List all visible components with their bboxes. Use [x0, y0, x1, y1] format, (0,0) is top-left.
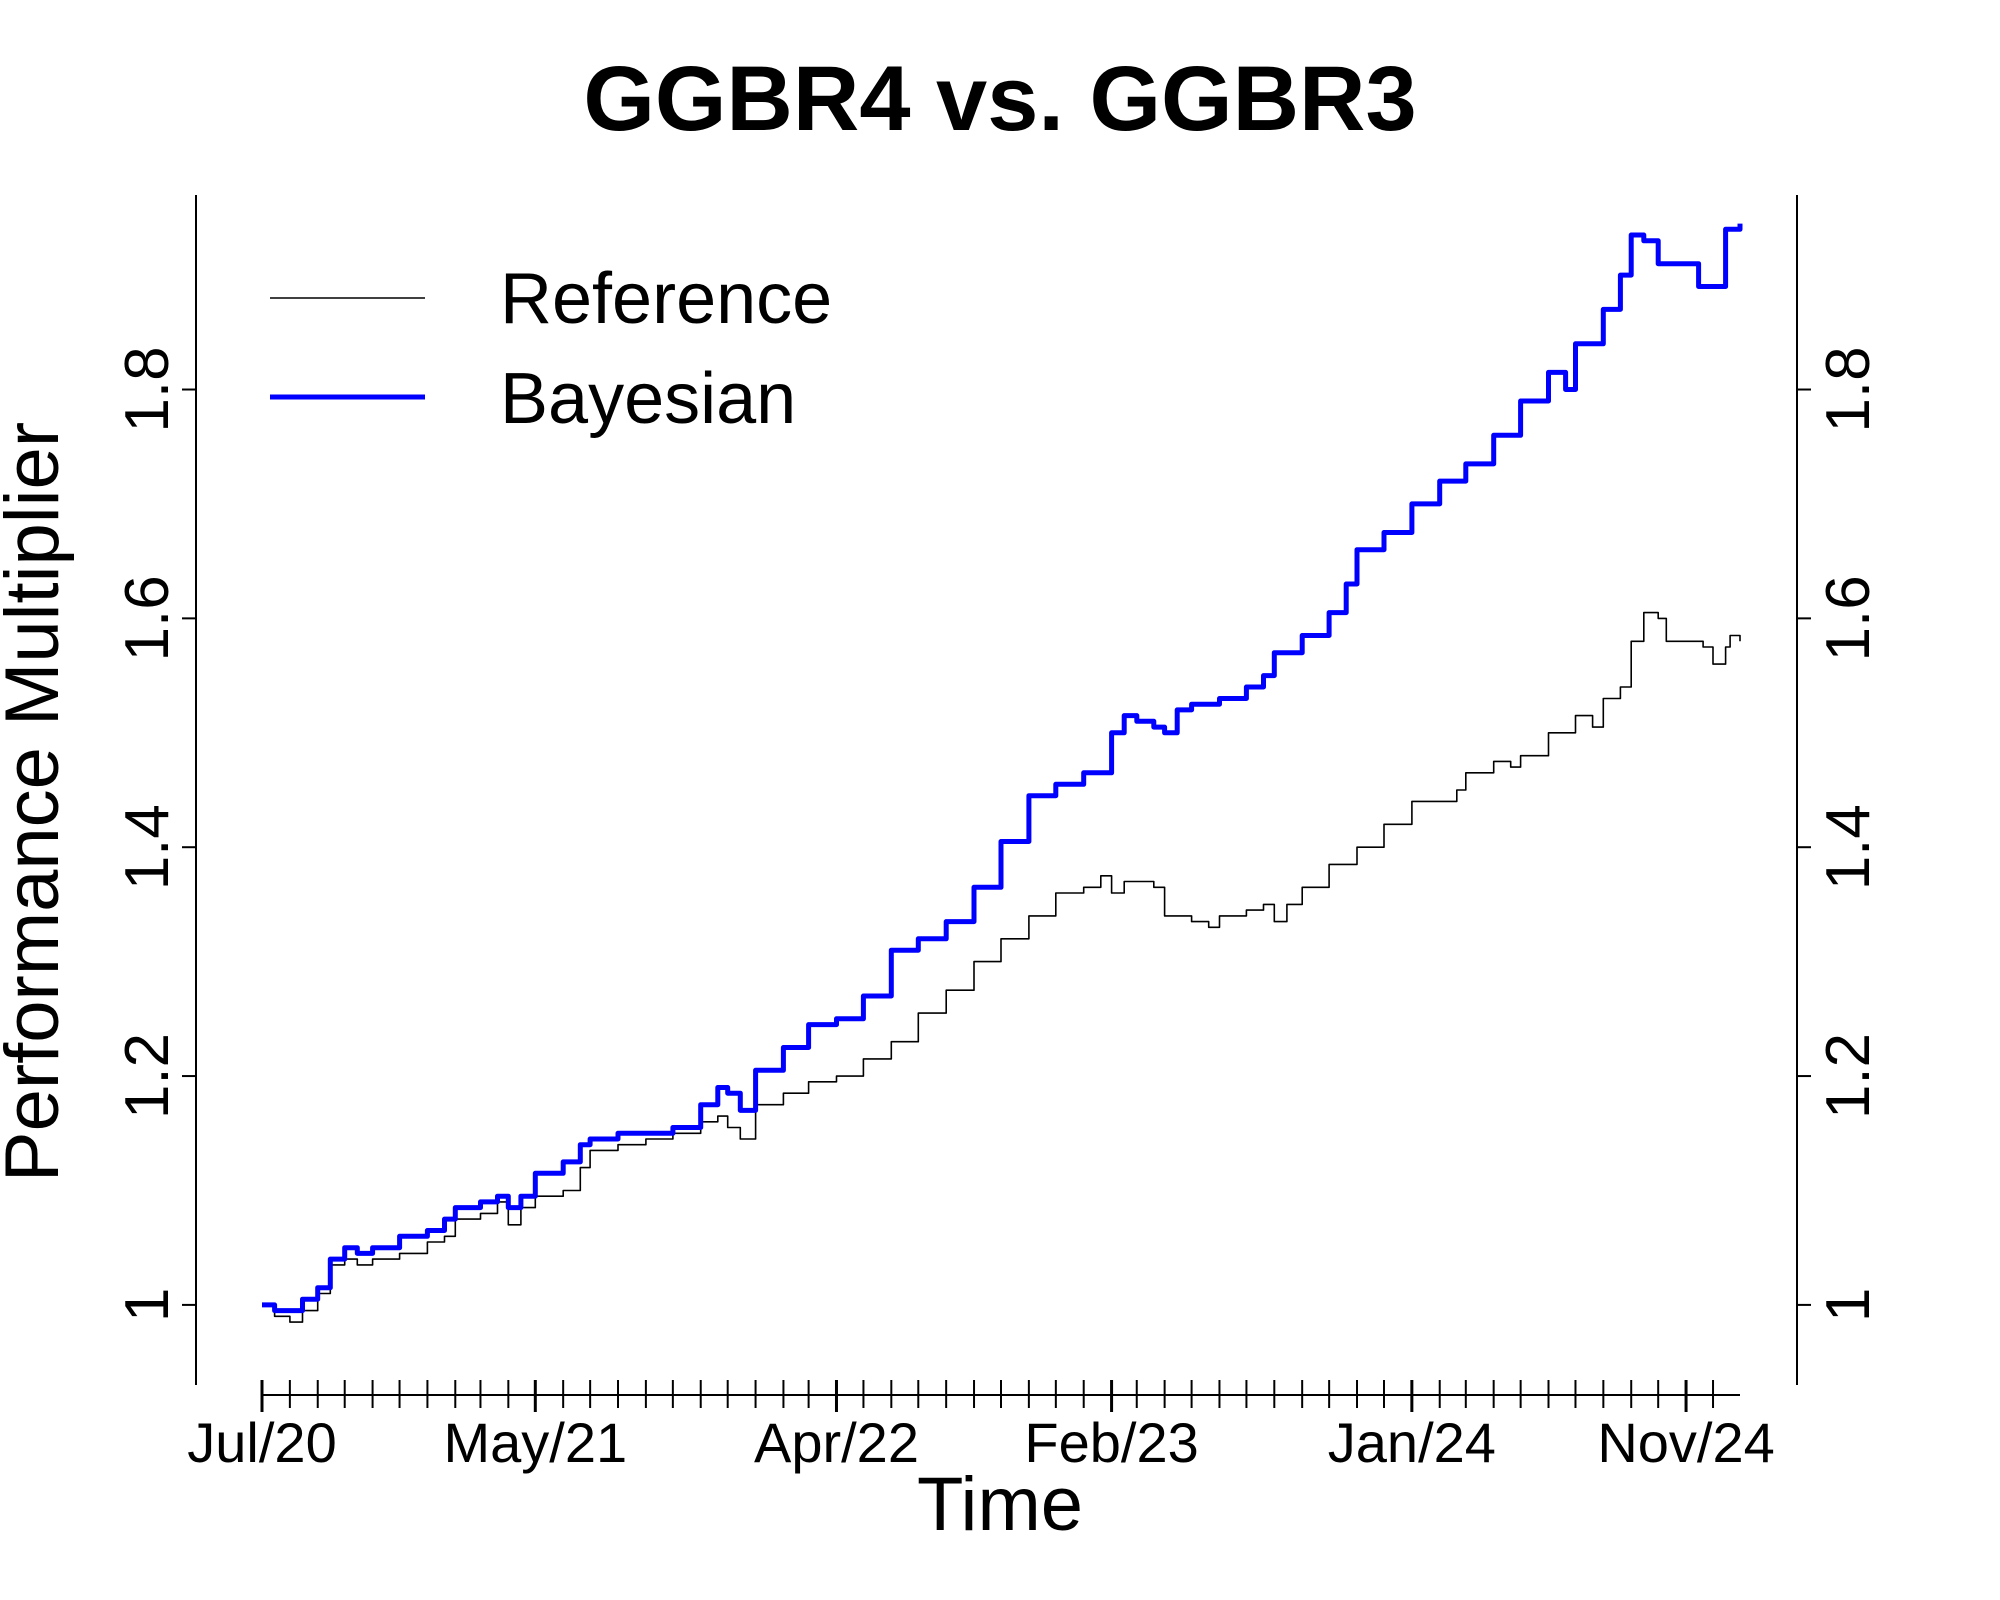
x-tick-label: Apr/22: [754, 1411, 919, 1474]
x-tick-label: Jan/24: [1328, 1411, 1496, 1474]
y-tick-label-left: 1.4: [113, 804, 182, 890]
legend: Reference Bayesian: [270, 259, 832, 439]
x-axis-title: Time: [917, 1462, 1083, 1547]
y-tick-label-right: 1: [1814, 1288, 1883, 1322]
x-tick-label: Jul/20: [187, 1411, 336, 1474]
x-tick-label: May/21: [443, 1411, 627, 1474]
y-tick-label-left: 1.2: [113, 1033, 182, 1119]
x-tick-label: Nov/24: [1597, 1411, 1774, 1474]
right-y-ticks: 1 1.2 1.4 1.6 1.8: [1797, 346, 1883, 1322]
x-tick-label: Feb/23: [1024, 1411, 1198, 1474]
chart-title: GGBR4 vs. GGBR3: [583, 48, 1416, 150]
legend-label-reference: Reference: [500, 259, 832, 339]
y-tick-label-right: 1.2: [1814, 1033, 1883, 1119]
y-tick-label-right: 1.4: [1814, 804, 1883, 890]
y-tick-label-right: 1.6: [1814, 575, 1883, 661]
series-line-bayesian: [262, 223, 1743, 1314]
y-tick-label-left: 1: [113, 1288, 182, 1322]
series-layer: [262, 223, 1743, 1323]
series-line-reference: [262, 611, 1741, 1323]
x-ticks: Jul/20 May/21 Apr/22 Feb/23 Jan/24 Nov/24: [187, 1380, 1775, 1474]
legend-label-bayesian: Bayesian: [500, 359, 796, 439]
y-tick-label-right: 1.8: [1814, 346, 1883, 432]
left-y-ticks: 1 1.2 1.4 1.6 1.8: [113, 346, 196, 1322]
y-axis-title: Performance Multiplier: [0, 422, 75, 1182]
y-tick-label-left: 1.6: [113, 575, 182, 661]
y-tick-label-left: 1.8: [113, 346, 182, 432]
